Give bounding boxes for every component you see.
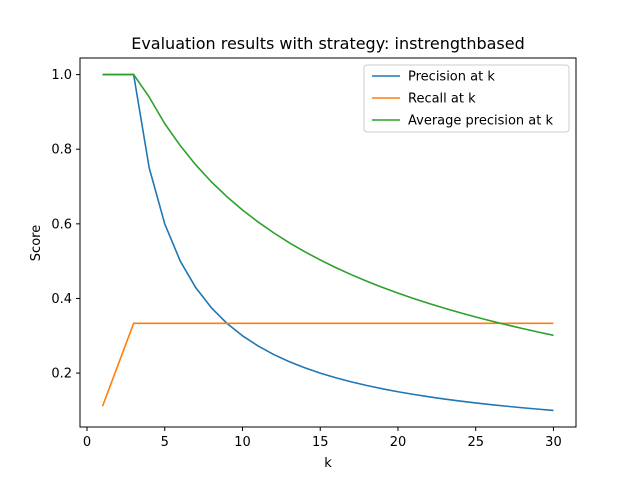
x-tick-label: 30 [545,435,562,450]
legend-entry-0: Precision at k [408,70,495,85]
series-line-2 [102,73,554,337]
x-axis: 0 5 10 15 20 25 30 [83,427,562,450]
chart-title: Evaluation results with strategy: instre… [131,34,525,53]
legend-entry-2: Average precision at k [408,114,553,129]
x-tick-label: 5 [161,435,169,450]
series-line-1 [101,322,554,407]
x-tick-label: 15 [312,435,329,450]
legend: Precision at k Recall at k Average precisi… [363,64,570,133]
x-tick-label: 10 [234,435,251,450]
plot-frame [79,57,577,428]
plot-lines [101,73,554,412]
x-axis-label: k [324,456,332,471]
x-tick-label: 20 [390,435,407,450]
y-axis-label: Score [29,225,44,261]
y-tick-label: 0.2 [51,367,72,382]
y-tick-label: 0.4 [51,292,72,307]
y-axis: 0.2 0.4 0.6 0.8 1.0 [51,68,80,382]
x-tick-label: 25 [467,435,484,450]
legend-entry-1: Recall at k [408,92,476,107]
legend-box [363,64,570,133]
y-tick-label: 0.6 [51,217,72,232]
y-tick-label: 1.0 [51,68,72,83]
x-tick-label: 0 [83,435,91,450]
y-tick-label: 0.8 [51,143,72,158]
series-line-0 [102,73,554,412]
